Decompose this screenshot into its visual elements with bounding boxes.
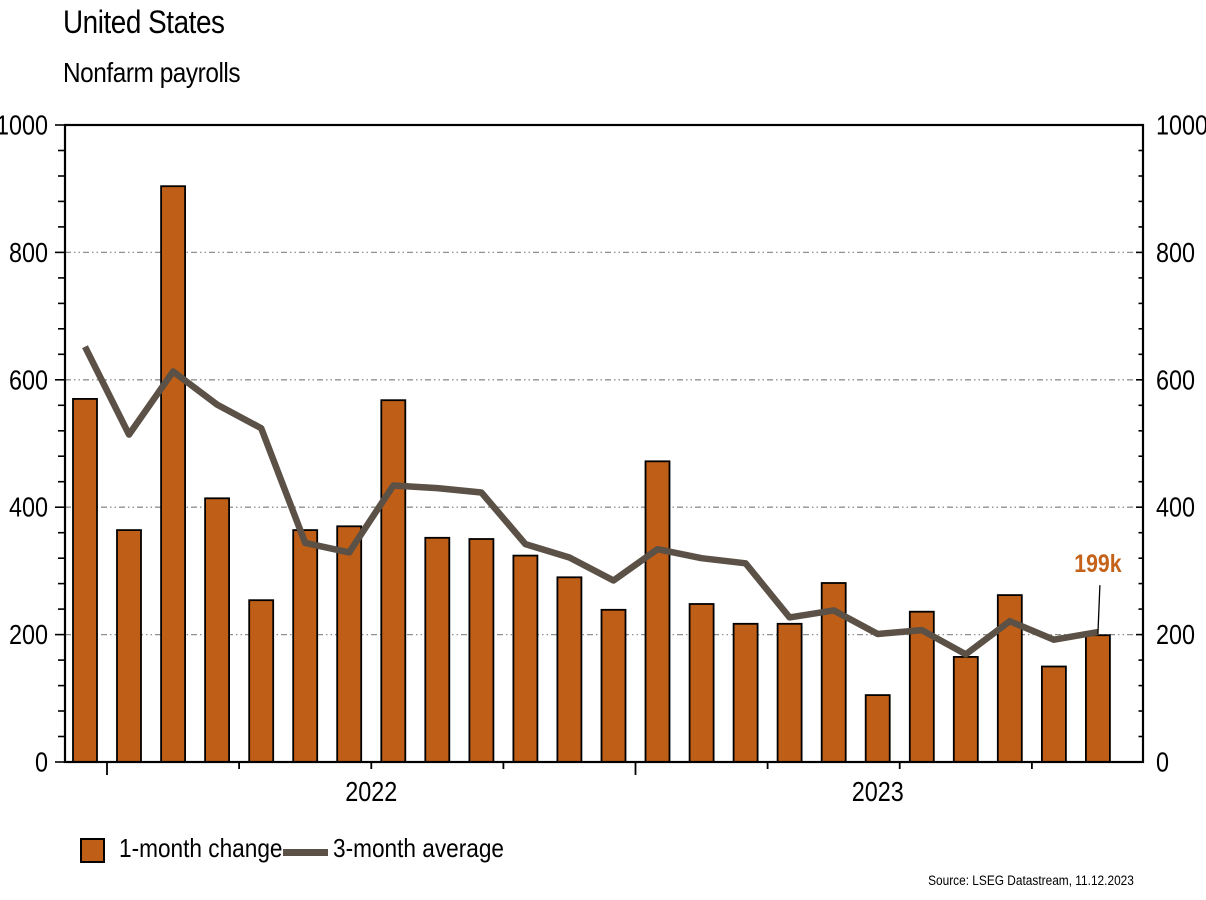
year-label-2023: 2023 <box>852 777 904 807</box>
y-label-right-200: 200 <box>1156 620 1195 650</box>
bar-Feb-2022 <box>160 185 187 763</box>
chart-title: United States <box>63 4 249 41</box>
bar-May-2022 <box>292 529 319 763</box>
legend-label-1-month-change: 1-month change <box>119 833 283 863</box>
plot-border <box>63 123 1145 764</box>
y-label-left-200: 200 <box>9 620 48 650</box>
bar-Dec-2021 <box>72 397 98 763</box>
bar-Aug-2022 <box>424 536 451 763</box>
chart-subtitle-text: Nonfarm payrolls <box>63 57 241 88</box>
annotation-label: 199k <box>1074 550 1121 578</box>
bar-Dec-2022 <box>600 608 627 763</box>
legend-line-swatch <box>283 849 328 856</box>
y-label-left-400: 400 <box>9 493 48 523</box>
y-label-right-1000: 1000 <box>1156 111 1206 141</box>
y-label-right-0: 0 <box>1156 748 1169 778</box>
y-axis-labels: 0 0 200 200 400 400 600 600 800 800 1000 1000 <box>0 111 1206 778</box>
y-label-left-800: 800 <box>9 238 48 268</box>
bar-Jun-2023 <box>864 694 891 763</box>
line-3-month-average <box>82 345 1099 658</box>
bar-Apr-2023 <box>776 622 803 763</box>
bar-Jan-2022 <box>116 529 142 763</box>
bar-Jun-2022 <box>336 525 363 763</box>
bar-Jan-2023 <box>644 460 671 763</box>
y-label-right-800: 800 <box>1156 238 1195 268</box>
x-axis-ticks <box>106 762 1033 775</box>
year-label-2022: 2022 <box>345 777 397 807</box>
y-label-left-600: 600 <box>9 366 48 396</box>
bar-Aug-2023 <box>952 656 979 763</box>
chart-title-text: United States <box>63 4 225 40</box>
chart-subtitle: Nonfarm payrolls <box>63 57 267 89</box>
bar-Nov-2023 <box>1085 634 1111 763</box>
x-axis-year-labels: 2022 2023 <box>345 777 903 807</box>
source-note: Source: LSEG Datastream, 11.12.2023 <box>928 873 1134 888</box>
annotation-callout-line <box>1097 585 1101 635</box>
y-label-right-600: 600 <box>1156 366 1195 396</box>
annotation-199k: 199k <box>1074 550 1122 635</box>
bar-Feb-2023 <box>688 603 715 763</box>
bar-Oct-2022 <box>512 554 539 763</box>
legend-bar-swatch <box>80 838 105 863</box>
y-label-left-1000: 1000 <box>0 111 48 141</box>
bar-Mar-2022 <box>204 497 231 763</box>
bar-Jul-2022 <box>380 399 407 763</box>
bars-1-month-change <box>72 185 1111 763</box>
bar-Mar-2023 <box>732 622 759 763</box>
y-label-left-0: 0 <box>35 748 48 778</box>
bar-Apr-2022 <box>248 599 275 763</box>
bar-Oct-2023 <box>1041 665 1067 763</box>
bar-Sep-2022 <box>468 538 495 763</box>
y-label-right-400: 400 <box>1156 493 1195 523</box>
y-axis-ticks <box>55 124 1143 763</box>
legend-label-3-month-average: 3-month average <box>333 833 505 863</box>
bar-Nov-2022 <box>556 576 583 763</box>
